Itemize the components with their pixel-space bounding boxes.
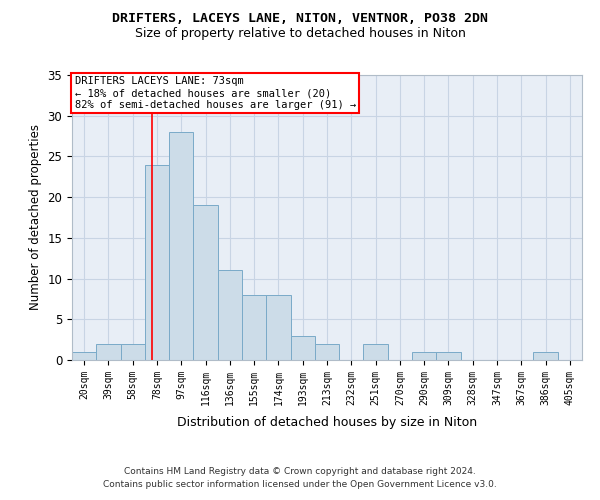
Bar: [266, 295, 290, 360]
Bar: [121, 344, 145, 360]
Bar: [145, 164, 169, 360]
Bar: [364, 344, 388, 360]
Bar: [242, 295, 266, 360]
Text: DRIFTERS, LACEYS LANE, NITON, VENTNOR, PO38 2DN: DRIFTERS, LACEYS LANE, NITON, VENTNOR, P…: [112, 12, 488, 26]
Bar: [412, 352, 436, 360]
Bar: [315, 344, 339, 360]
Text: Contains public sector information licensed under the Open Government Licence v3: Contains public sector information licen…: [103, 480, 497, 489]
Bar: [533, 352, 558, 360]
Text: Contains HM Land Registry data © Crown copyright and database right 2024.: Contains HM Land Registry data © Crown c…: [124, 467, 476, 476]
Y-axis label: Number of detached properties: Number of detached properties: [29, 124, 42, 310]
Text: Size of property relative to detached houses in Niton: Size of property relative to detached ho…: [134, 28, 466, 40]
Bar: [290, 336, 315, 360]
Bar: [218, 270, 242, 360]
Bar: [72, 352, 96, 360]
Bar: [436, 352, 461, 360]
Bar: [96, 344, 121, 360]
X-axis label: Distribution of detached houses by size in Niton: Distribution of detached houses by size …: [177, 416, 477, 429]
Bar: [193, 206, 218, 360]
Bar: [169, 132, 193, 360]
Text: DRIFTERS LACEYS LANE: 73sqm
← 18% of detached houses are smaller (20)
82% of sem: DRIFTERS LACEYS LANE: 73sqm ← 18% of det…: [74, 76, 356, 110]
